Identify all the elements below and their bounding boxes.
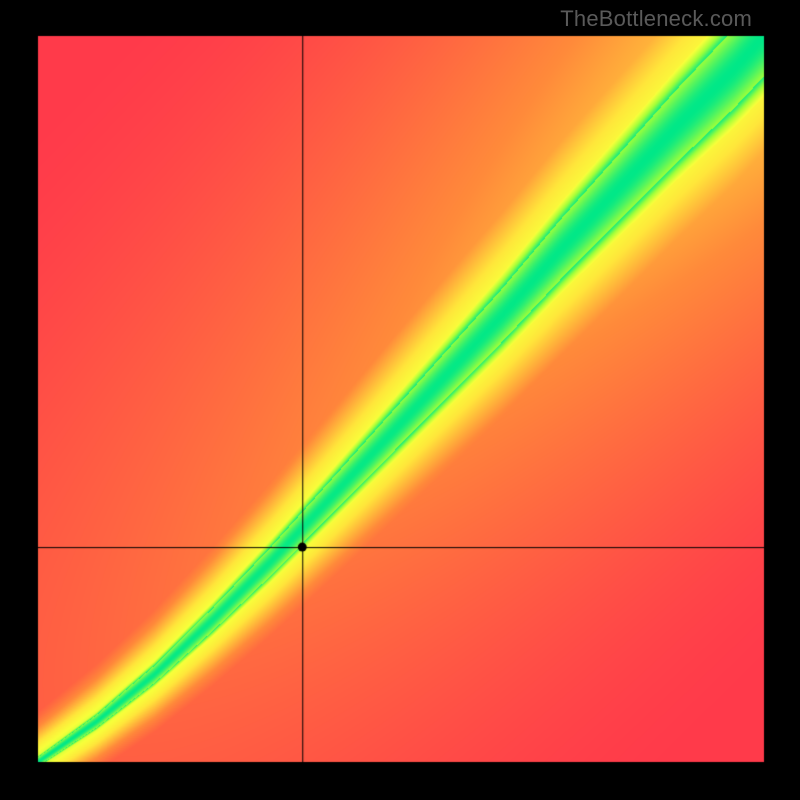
watermark-text: TheBottleneck.com bbox=[560, 6, 752, 32]
chart-frame: TheBottleneck.com bbox=[0, 0, 800, 800]
bottleneck-heatmap bbox=[0, 0, 800, 800]
